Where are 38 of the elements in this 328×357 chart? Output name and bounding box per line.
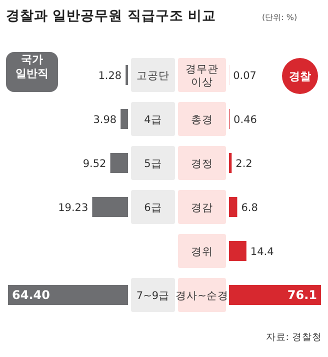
y-tick-label: 5급 bbox=[144, 158, 162, 170]
data-label: 6.8 bbox=[241, 202, 258, 214]
data-label: 14.4 bbox=[250, 246, 274, 258]
category-label: 경무관 이상 bbox=[178, 58, 226, 92]
legend: 경찰 bbox=[282, 58, 318, 94]
category-label: 6급 bbox=[131, 190, 175, 224]
data-label: 3.98 bbox=[93, 114, 117, 126]
data-label: 76.1 bbox=[287, 288, 317, 302]
y-tick-label: 경무관 이상 bbox=[186, 64, 218, 88]
category-label: 경감 bbox=[178, 190, 226, 224]
legend: 국가 일반직 bbox=[6, 52, 58, 92]
category-label: 5급 bbox=[131, 146, 175, 180]
y-tick-label: 4급 bbox=[144, 114, 162, 126]
y-tick-label: 7~9급 bbox=[136, 290, 170, 302]
y-tick-label: 총경 bbox=[191, 114, 213, 126]
data-label: 64.40 bbox=[12, 288, 50, 302]
data-label: 0.07 bbox=[233, 70, 256, 82]
category-label: 4급 bbox=[131, 102, 175, 136]
category-label: 고공단 bbox=[131, 58, 175, 92]
heading: 경찰과 일반공무원 직급구조 비교 bbox=[6, 8, 216, 24]
category-label: 경위 bbox=[178, 234, 226, 268]
y-tick-label: 경위 bbox=[191, 246, 213, 258]
heading: (단위: %) bbox=[262, 13, 298, 22]
text: 자료: 경찰청 bbox=[266, 332, 322, 343]
data-label: 9.52 bbox=[82, 158, 106, 170]
data-label: 19.23 bbox=[58, 202, 88, 214]
y-tick-label: 경감 bbox=[191, 202, 213, 214]
y-tick-label: 6급 bbox=[144, 202, 162, 214]
y-tick-label: 경정 bbox=[191, 158, 213, 170]
y-tick-label: 경사~순경 bbox=[176, 290, 228, 302]
data-label: 2.2 bbox=[236, 158, 252, 170]
category-label: 경사~순경 bbox=[176, 278, 228, 312]
category-label: 총경 bbox=[178, 102, 226, 136]
data-label: 1.28 bbox=[98, 70, 122, 82]
category-label: 7~9급 bbox=[131, 278, 175, 312]
category-label: 경정 bbox=[178, 146, 226, 180]
data-label: 0.46 bbox=[234, 114, 258, 126]
y-tick-label: 고공단 bbox=[136, 70, 170, 82]
